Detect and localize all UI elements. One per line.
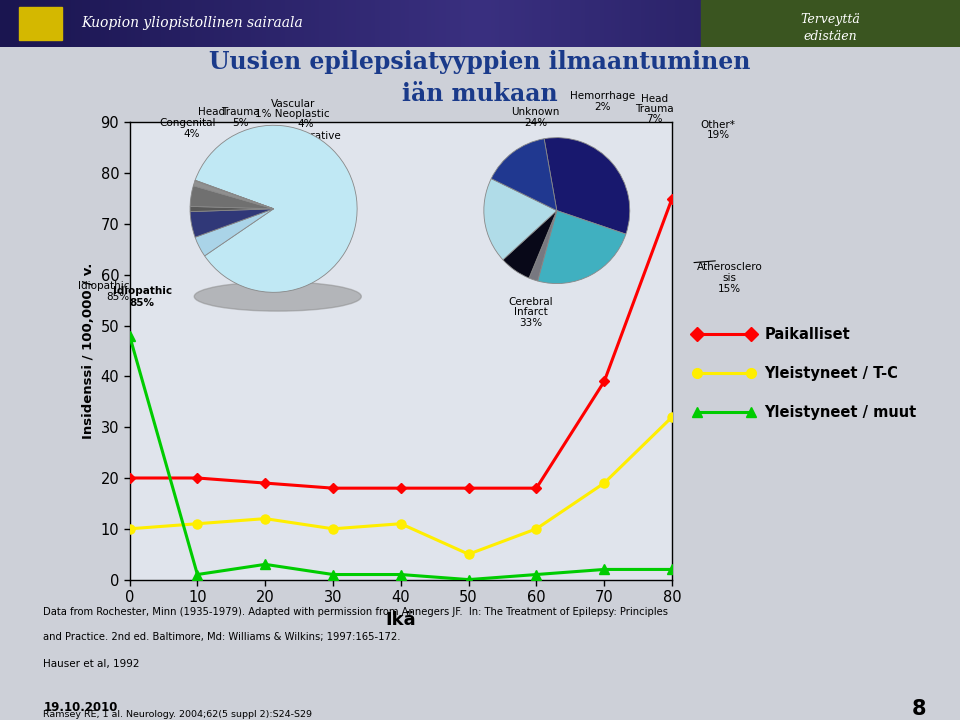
Text: Degenerative: Degenerative <box>270 131 341 141</box>
Wedge shape <box>190 207 274 212</box>
Wedge shape <box>538 210 626 284</box>
Text: 7%: 7% <box>646 114 663 125</box>
Text: iän mukaan: iän mukaan <box>402 82 558 106</box>
X-axis label: Ikä: Ikä <box>386 611 416 629</box>
Text: Uusien epilepsiatyyppien ilmaantuminen: Uusien epilepsiatyyppien ilmaantuminen <box>209 50 751 74</box>
Text: 19%: 19% <box>707 130 730 140</box>
Text: Head: Head <box>641 94 668 104</box>
Text: 0%: 0% <box>293 163 310 174</box>
Text: Data from Rochester, Minn (1935-1979). Adapted with permission from Annegers JF.: Data from Rochester, Minn (1935-1979). A… <box>43 607 668 617</box>
Text: Trauma: Trauma <box>221 107 259 117</box>
Text: Idiopathic
85%: Idiopathic 85% <box>78 281 130 302</box>
Wedge shape <box>195 209 274 256</box>
Text: Hemorrhage: Hemorrhage <box>570 91 636 102</box>
Text: Ramsey RE, 1 al. Neurology. 2004;62(5 suppl 2):S24-S29: Ramsey RE, 1 al. Neurology. 2004;62(5 su… <box>43 710 312 719</box>
Text: 8: 8 <box>912 698 926 719</box>
Text: Congenital: Congenital <box>159 118 215 128</box>
Text: 1%: 1% <box>297 142 314 152</box>
Text: Hauser et al, 1992: Hauser et al, 1992 <box>43 659 140 669</box>
Text: Cerebral: Cerebral <box>509 297 553 307</box>
Text: Yleistyneet / T-C: Yleistyneet / T-C <box>764 366 898 381</box>
Text: and Practice. 2nd ed. Baltimore, Md: Williams & Wilkins; 1997:165-172.: and Practice. 2nd ed. Baltimore, Md: Wil… <box>43 632 400 642</box>
Text: Idiopathic: Idiopathic <box>112 286 172 296</box>
Text: 1% Neoplastic: 1% Neoplastic <box>255 109 330 119</box>
Text: 4%: 4% <box>183 129 201 139</box>
Wedge shape <box>492 139 557 210</box>
Text: 85%: 85% <box>130 298 155 308</box>
Text: Terveyttä: Terveyttä <box>801 13 860 26</box>
Text: 33%: 33% <box>519 318 542 328</box>
Wedge shape <box>529 210 557 281</box>
Wedge shape <box>195 125 357 292</box>
Wedge shape <box>484 179 557 260</box>
Text: sis: sis <box>723 273 736 283</box>
Text: 4%: 4% <box>297 120 314 130</box>
Text: Head: Head <box>198 107 225 117</box>
Wedge shape <box>503 210 557 278</box>
Text: Atherosclero: Atherosclero <box>697 262 762 272</box>
Text: 19.10.2010: 19.10.2010 <box>43 701 117 714</box>
Text: 2%: 2% <box>594 102 612 112</box>
Text: 24%: 24% <box>524 118 547 128</box>
Text: Infarct: Infarct <box>514 307 548 318</box>
Bar <box>19 7 62 40</box>
Text: Paikalliset: Paikalliset <box>764 327 850 341</box>
Text: Other*: Other* <box>701 120 735 130</box>
Text: Yleistyneet / muut: Yleistyneet / muut <box>764 405 917 420</box>
Text: Trauma: Trauma <box>636 104 674 114</box>
Bar <box>701 0 960 47</box>
Wedge shape <box>190 186 274 209</box>
Text: Infectious: Infectious <box>276 153 327 163</box>
Text: 5%: 5% <box>231 118 249 128</box>
Text: Vascular: Vascular <box>271 99 315 109</box>
Y-axis label: Insidenssi / 100,000 / v.: Insidenssi / 100,000 / v. <box>82 263 95 439</box>
Text: Kuopion yliopistollinen sairaala: Kuopion yliopistollinen sairaala <box>82 17 303 30</box>
Wedge shape <box>193 181 274 209</box>
Wedge shape <box>190 209 274 238</box>
Text: edistäen: edistäen <box>804 30 857 43</box>
Text: Unknown: Unknown <box>512 107 560 117</box>
Wedge shape <box>195 180 274 209</box>
Ellipse shape <box>194 282 361 311</box>
Text: 15%: 15% <box>718 284 741 294</box>
Wedge shape <box>544 138 630 234</box>
